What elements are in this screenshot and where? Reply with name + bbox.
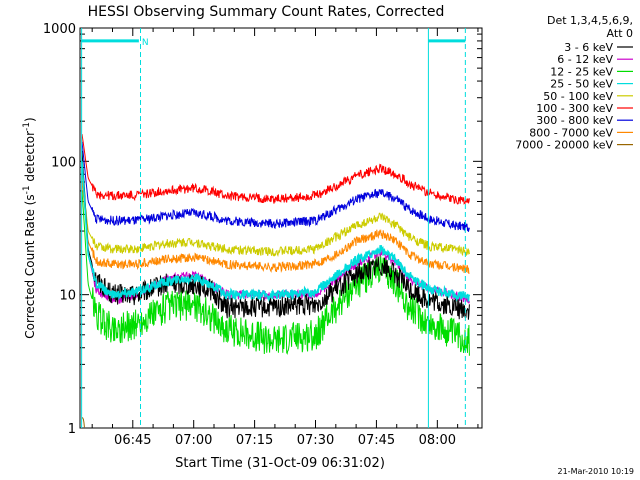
series-line	[81, 141, 470, 232]
series-line	[81, 150, 470, 320]
y-axis-label-part: detector	[23, 131, 37, 186]
legend-entry-label: 50 - 100 keV	[543, 90, 613, 103]
x-tick-label: 07:15	[236, 433, 273, 448]
legend-entry-label: 25 - 50 keV	[550, 78, 613, 91]
y-tick-label: 100	[51, 155, 76, 170]
legend-header: Det 1,3,4,5,6,9,	[547, 14, 633, 27]
y-tick-label: 1000	[43, 22, 76, 37]
legend-entry-label: 800 - 7000 keV	[529, 126, 613, 139]
y-axis-label: Corrected Count Rate (s-1 detector-1)	[22, 117, 37, 338]
x-tick-label: 07:00	[175, 433, 212, 448]
series-line	[81, 190, 470, 356]
x-tick-label: 07:30	[297, 433, 334, 448]
y-axis-label-part: )	[23, 117, 37, 122]
legend-entry-label: 300 - 800 keV	[536, 114, 613, 127]
legend-entry-label: 6 - 12 keV	[557, 53, 613, 66]
legend-entry-label: 12 - 25 keV	[550, 65, 613, 78]
y-tick-label: 10	[59, 289, 76, 304]
series-line	[81, 134, 470, 205]
x-tick-label: 07:45	[358, 433, 395, 448]
y-axis-label-part: Corrected Count Rate (s	[23, 194, 37, 338]
x-axis-label: Start Time (31-Oct-09 06:31:02)	[175, 456, 385, 471]
y-axis-label-sup: -1	[22, 185, 32, 194]
legend-header: Att 0	[607, 27, 633, 40]
x-tick-label: 08:00	[419, 433, 456, 448]
y-axis-label-sup: -1	[22, 122, 32, 131]
x-tick-label: 06:45	[114, 433, 151, 448]
legend-entry-label: 100 - 300 keV	[536, 102, 613, 115]
legend-entry-label: 3 - 6 keV	[564, 41, 613, 54]
series-line	[81, 417, 85, 428]
chart-title: HESSI Observing Summary Count Rates, Cor…	[88, 4, 445, 20]
legend-entry-label: 7000 - 20000 keV	[515, 139, 613, 152]
y-tick-label: 1	[68, 422, 76, 437]
plot-frame	[79, 27, 483, 429]
series-line	[81, 181, 470, 274]
series-line	[81, 161, 471, 303]
footer-date: 21-Mar-2010 10:19	[558, 467, 635, 476]
series-line	[81, 174, 470, 258]
interval-label: N	[142, 38, 149, 48]
